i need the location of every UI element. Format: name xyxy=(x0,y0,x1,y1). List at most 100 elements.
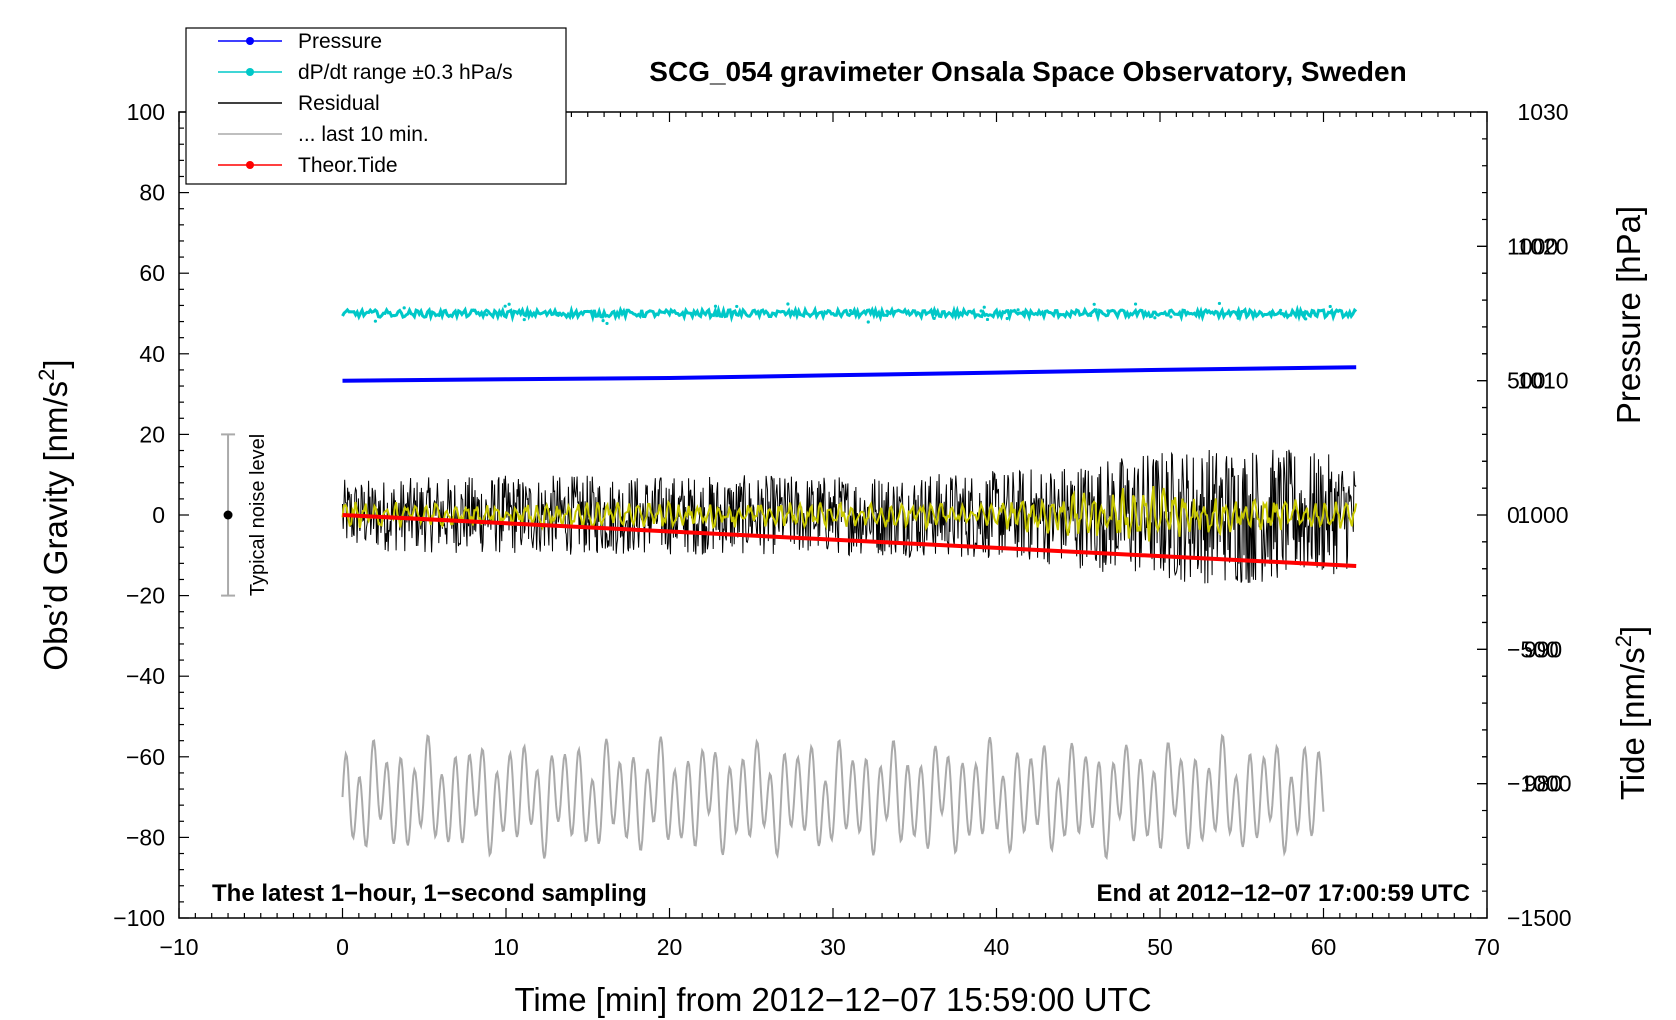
y-tick-label: 40 xyxy=(139,341,165,367)
y-tick-label: 80 xyxy=(139,180,165,206)
noise-center-dot xyxy=(223,510,233,520)
dpdt-point xyxy=(1106,309,1110,313)
series-last-10-min xyxy=(341,733,1325,861)
dpdt-point xyxy=(848,309,853,313)
pressure-tick-label: 1000 xyxy=(1517,502,1568,528)
y-tick-label: 100 xyxy=(127,99,165,125)
series-pressure xyxy=(342,365,1357,383)
legend-box xyxy=(185,27,567,185)
dpdt-point xyxy=(373,319,378,323)
legend-label: Theor.Tide xyxy=(298,154,398,177)
dpdt-point xyxy=(1301,311,1305,315)
y-tick-label: 0 xyxy=(152,502,165,528)
dpdt-point xyxy=(1169,315,1173,319)
dpdt-point xyxy=(1328,304,1332,309)
y-tick-label: 60 xyxy=(139,260,165,286)
dpdt-point xyxy=(1021,310,1025,314)
y-tick-label: −60 xyxy=(126,744,165,770)
noise-level-label: Typical noise level xyxy=(247,434,269,596)
pressure-tick-label: 1010 xyxy=(1517,368,1568,394)
dpdt-point xyxy=(885,309,889,313)
dpdt-point xyxy=(982,305,986,309)
x-tick-label: −10 xyxy=(159,934,198,960)
pressure-tick-label: 1030 xyxy=(1517,99,1568,125)
dpdt-point xyxy=(1094,308,1098,312)
x-tick-label: 20 xyxy=(657,934,683,960)
x-tick-label: 70 xyxy=(1474,934,1500,960)
series-layer xyxy=(341,301,1358,861)
dpdt-point xyxy=(1278,308,1283,312)
pressure-tick-label: 1020 xyxy=(1517,233,1568,259)
x-tick-label: 0 xyxy=(336,934,349,960)
legend-swatch-dot xyxy=(246,68,254,76)
dpdt-point xyxy=(836,309,840,313)
axis-tick-labels: −10 0 10 20 30 40 50 60 70100806040200−20−40−60−… xyxy=(113,99,1571,960)
dpdt-point xyxy=(605,321,609,326)
series-theor-tide xyxy=(342,513,1357,568)
dpdt-point xyxy=(485,313,489,317)
tide-tick-label: 500 xyxy=(1507,368,1545,394)
dpdt-point xyxy=(786,302,790,306)
dpdt-point xyxy=(402,306,406,310)
noise-level-indicator: Typical noise level xyxy=(221,433,269,597)
annotation-end-time: End at 2012−12−07 17:00:59 UTC xyxy=(1096,880,1470,907)
dpdt-point xyxy=(1305,310,1309,314)
legend-swatch-dot xyxy=(246,161,254,169)
dpdt-point xyxy=(462,310,466,315)
tide-tick-label: 1000 xyxy=(1507,233,1558,259)
y-axis-tide-title: Tide [nm/s2] xyxy=(1611,626,1651,800)
y-tick-label: −20 xyxy=(126,583,165,609)
legend: Pressure dP/dt range ±0.3 hPa/s Residual..… xyxy=(185,27,567,185)
legend-swatch-dot xyxy=(246,37,254,45)
dpdt-point xyxy=(601,319,605,323)
tide-tick-label: −1000 xyxy=(1507,771,1572,797)
dpdt-point xyxy=(1311,310,1315,314)
x-tick-label: 50 xyxy=(1147,934,1173,960)
dpdt-point xyxy=(1153,316,1157,320)
dpdt-point xyxy=(1092,302,1096,306)
tide-tick-label: −500 xyxy=(1507,636,1559,662)
annotation-sampling: The latest 1−hour, 1−second sampling xyxy=(212,880,647,907)
pressure-tick-label: 990 xyxy=(1524,636,1562,662)
dpdt-point xyxy=(1304,317,1308,321)
dpdt-point xyxy=(713,304,718,308)
y-axis-left-title: Obs’d Gravity [nm/s2] xyxy=(34,359,74,670)
dpdt-point xyxy=(735,304,739,309)
dpdt-point xyxy=(556,311,560,315)
tide-tick-label: −1500 xyxy=(1507,905,1572,931)
dpdt-point xyxy=(802,311,806,315)
y-tick-label: −80 xyxy=(126,824,165,850)
dpdt-point xyxy=(1016,308,1020,312)
legend-label: Pressure xyxy=(298,30,382,53)
dpdt-point xyxy=(871,311,875,315)
chart-title: SCG_054 gravimeter Onsala Space Observat… xyxy=(649,56,1406,87)
legend-label: Residual xyxy=(298,92,380,115)
dpdt-point xyxy=(985,317,990,322)
y-tick-label: 20 xyxy=(139,421,165,447)
legend-label: ... last 10 min. xyxy=(298,123,429,146)
dpdt-point xyxy=(1236,315,1240,319)
x-tick-label: 10 xyxy=(493,934,519,960)
y-tick-label: −100 xyxy=(113,905,165,931)
dpdt-point xyxy=(503,304,507,308)
dpdt-point xyxy=(932,316,936,321)
dpdt-point xyxy=(471,308,476,312)
x-tick-label: 60 xyxy=(1311,934,1337,960)
series-dpdt xyxy=(341,304,1358,323)
dpdt-point xyxy=(1089,313,1093,318)
series-residual xyxy=(342,449,1357,584)
dpdt-point xyxy=(979,309,983,313)
legend-label: dP/dt range ±0.3 hPa/s xyxy=(298,61,513,84)
x-tick-label: 30 xyxy=(820,934,846,960)
dpdt-point xyxy=(1270,310,1274,314)
dpdt-point xyxy=(507,302,511,306)
x-tick-label: 40 xyxy=(984,934,1010,960)
dpdt-point xyxy=(1005,316,1009,321)
dpdt-point xyxy=(1133,302,1138,306)
pressure-tick-label: 980 xyxy=(1524,771,1562,797)
x-axis-title: Time [min] from 2012−12−07 15:59:00 UTC xyxy=(514,981,1151,1018)
dpdt-point xyxy=(1217,301,1222,306)
dpdt-point xyxy=(866,320,870,324)
y-axis-pressure-title: Pressure [hPa] xyxy=(1610,206,1647,424)
